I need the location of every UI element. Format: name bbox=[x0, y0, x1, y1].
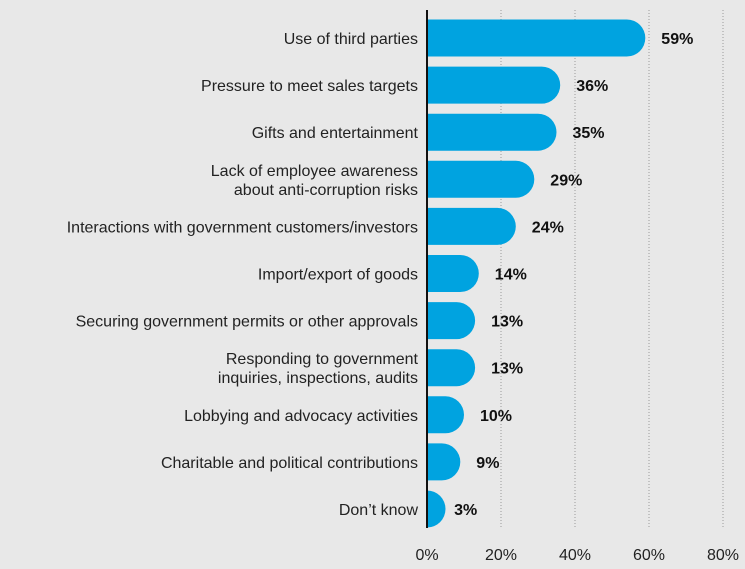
category-label-4: Lack of employee awareness about anti-cor… bbox=[211, 163, 418, 199]
value-label-10: 9% bbox=[476, 455, 499, 472]
category-label-line: about anti-corruption risks bbox=[234, 182, 418, 199]
bar-10 bbox=[427, 443, 461, 481]
x-tick-label-0%: 0% bbox=[415, 547, 438, 564]
value-label-6: 14% bbox=[495, 267, 527, 284]
category-label-line: inquiries, inspections, audits bbox=[218, 370, 418, 387]
category-label-line: Lack of employee awareness bbox=[211, 163, 418, 180]
category-label-line: Responding to government bbox=[226, 351, 419, 368]
category-label-line: Charitable and political contributions bbox=[161, 455, 418, 472]
value-label-5: 24% bbox=[532, 219, 564, 236]
category-label-line: Use of third parties bbox=[284, 31, 418, 48]
category-label-9: Lobbying and advocacy activities bbox=[184, 408, 418, 425]
value-label-3: 35% bbox=[573, 125, 605, 142]
category-label-2: Pressure to meet sales targets bbox=[201, 78, 418, 95]
bar-1 bbox=[427, 19, 646, 57]
bar-8 bbox=[427, 349, 476, 387]
value-label-2: 36% bbox=[576, 78, 608, 95]
category-label-line: Interactions with government customers/i… bbox=[67, 219, 418, 236]
x-tick-label-60%: 60% bbox=[633, 547, 665, 564]
category-label-11: Don’t know bbox=[339, 502, 419, 519]
category-label-line: Gifts and entertainment bbox=[252, 125, 419, 142]
category-label-line: Don’t know bbox=[339, 502, 419, 519]
bar-5 bbox=[427, 207, 516, 245]
bar-9 bbox=[427, 396, 464, 434]
x-tick-label-80%: 80% bbox=[707, 547, 739, 564]
category-label-line: Pressure to meet sales targets bbox=[201, 78, 418, 95]
category-label-3: Gifts and entertainment bbox=[252, 125, 419, 142]
bar-2 bbox=[427, 66, 561, 104]
value-label-11: 3% bbox=[454, 502, 477, 519]
x-tick-label-40%: 40% bbox=[559, 547, 591, 564]
category-label-7: Securing government permits or other app… bbox=[76, 314, 418, 331]
value-label-8: 13% bbox=[491, 361, 523, 378]
category-label-8: Responding to government inquiries, inspe… bbox=[218, 351, 419, 387]
bar-6 bbox=[427, 255, 479, 292]
x-tick-label-20%: 20% bbox=[485, 547, 517, 564]
category-label-line: Lobbying and advocacy activities bbox=[184, 408, 418, 425]
category-label-6: Import/export of goods bbox=[258, 267, 418, 284]
category-label-5: Interactions with government customers/i… bbox=[67, 219, 418, 236]
bar-3 bbox=[427, 113, 557, 151]
value-label-1: 59% bbox=[661, 31, 693, 48]
category-label-line: Import/export of goods bbox=[258, 267, 418, 284]
value-label-9: 10% bbox=[480, 408, 512, 425]
bar-7 bbox=[427, 302, 476, 340]
category-label-1: Use of third parties bbox=[284, 31, 418, 48]
category-label-10: Charitable and political contributions bbox=[161, 455, 418, 472]
value-label-4: 29% bbox=[550, 172, 582, 189]
category-label-line: Securing government permits or other app… bbox=[76, 314, 418, 331]
bar-11 bbox=[427, 490, 446, 528]
bar-4 bbox=[427, 160, 535, 198]
value-label-7: 13% bbox=[491, 314, 523, 331]
